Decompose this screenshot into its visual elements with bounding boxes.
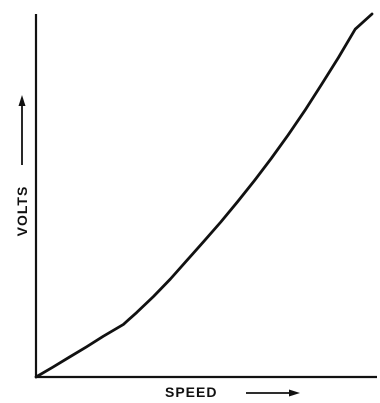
x-axis-label: SPEED bbox=[165, 384, 217, 400]
x-axis-label-group: SPEED bbox=[165, 384, 300, 400]
series-line-0 bbox=[34, 12, 374, 379]
series-group bbox=[34, 12, 374, 379]
y-axis-arrow-head bbox=[18, 95, 26, 106]
x-axis-arrow-head bbox=[289, 389, 300, 397]
y-axis-label: VOLTS bbox=[14, 186, 30, 237]
y-axis-label-group: VOLTS bbox=[14, 95, 30, 236]
axes bbox=[34, 14, 377, 379]
